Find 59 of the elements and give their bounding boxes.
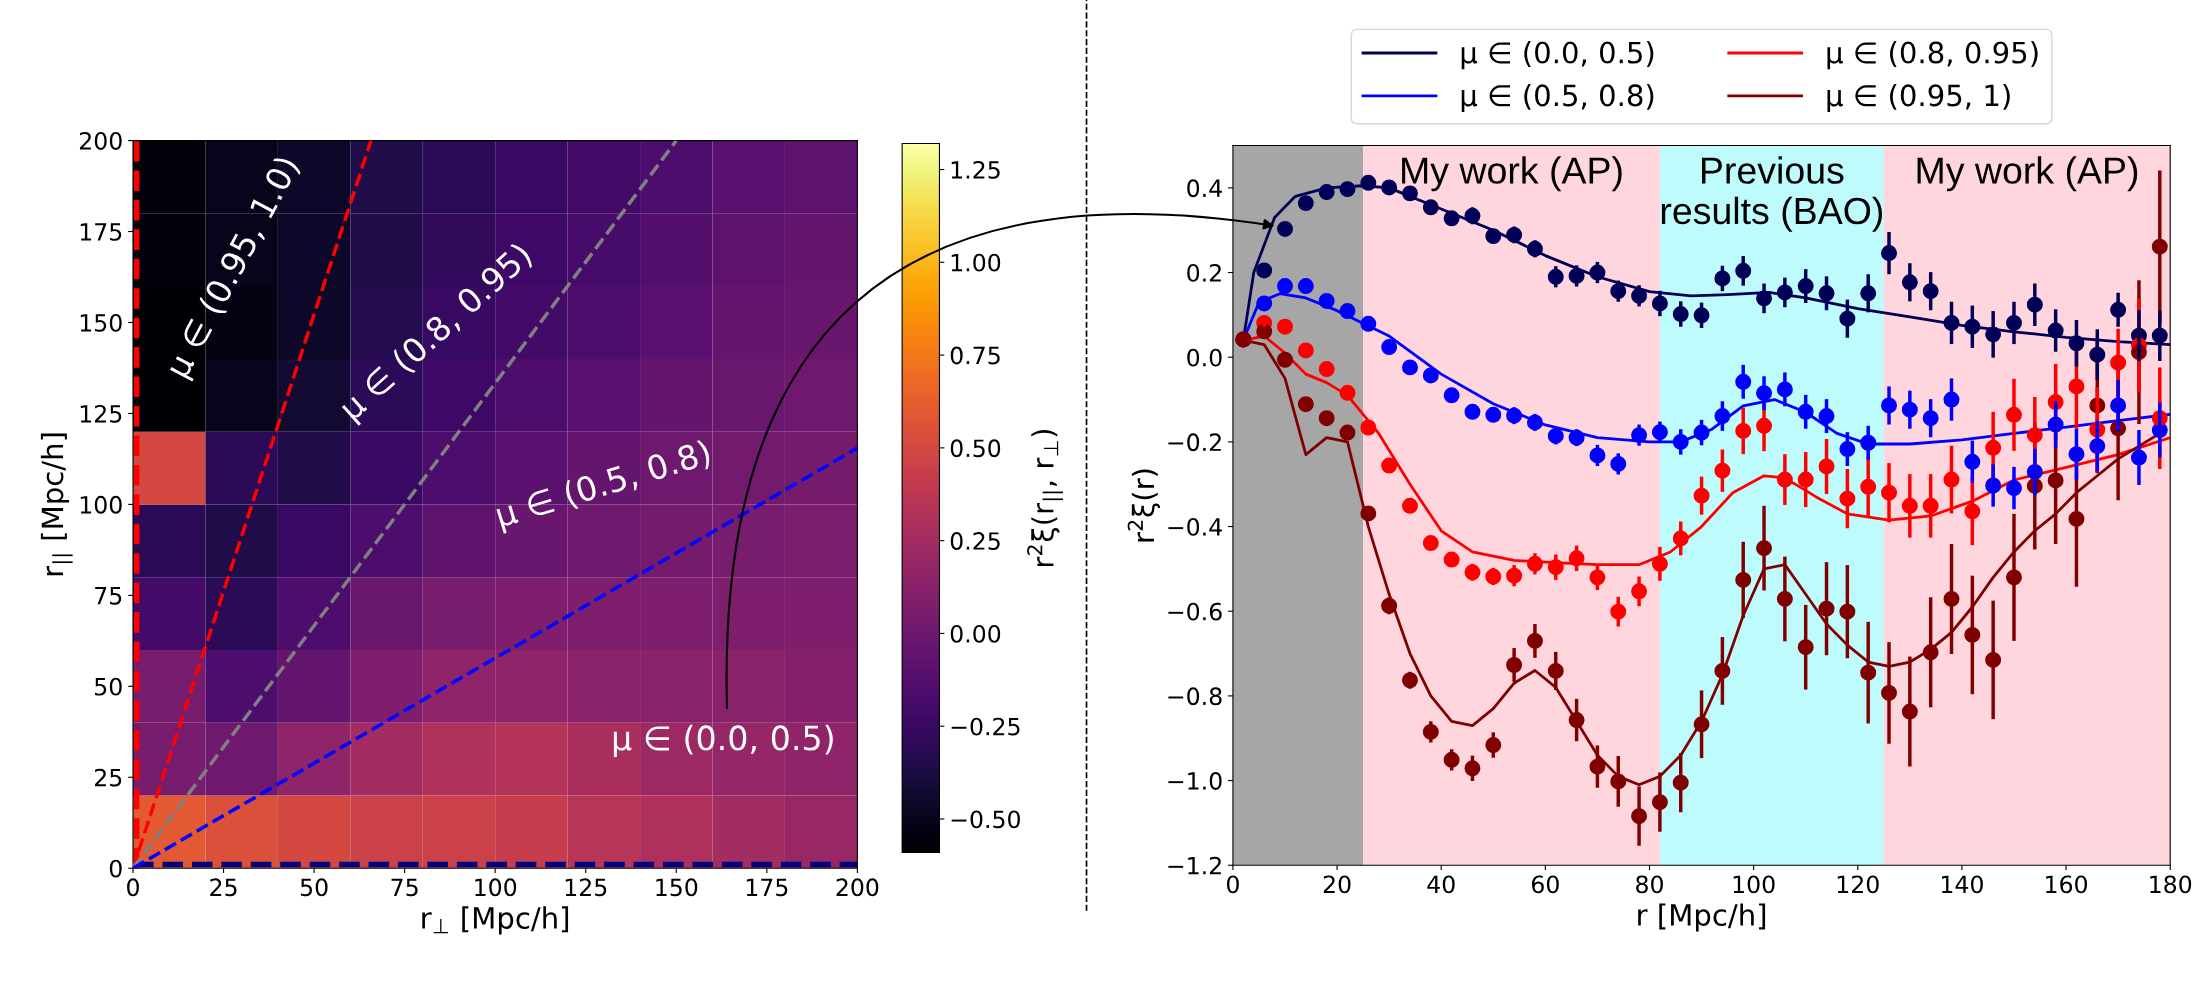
color-bar-label: −0.50 [951, 810, 1020, 829]
x-tick-label: 25 [210, 878, 237, 897]
x-tick-label: 175 [746, 878, 788, 897]
x-tick-label: 40 [1427, 875, 1455, 894]
y-tick-label: 0 [109, 859, 122, 878]
y-tick-label: 200 [79, 132, 122, 150]
x-axis-title: r [Mpc/h] [1638, 903, 1766, 932]
x-tick-label: 100 [1733, 875, 1775, 894]
y-tick-label: −1.2 [1168, 856, 1221, 875]
color-bar-label: 1.00 [951, 253, 1001, 272]
x-tick-label: 0 [1226, 875, 1239, 894]
y-tick-label: −0.4 [1168, 518, 1222, 536]
annotation: μ ∈ (0.0, 0.5) [613, 724, 833, 758]
y-tick-label: 150 [80, 313, 122, 332]
x-tick-label: 120 [1837, 875, 1879, 894]
color-bar-label: 0.75 [950, 346, 1000, 365]
annotation: μ ∈ (0.5, 0.8) [494, 438, 714, 534]
x-tick-label: 200 [836, 878, 879, 897]
x-tick-label: 60 [1531, 875, 1559, 894]
band-label: Previous results (BAO) [1661, 156, 1883, 232]
x-tick-label: 140 [1941, 875, 1983, 894]
color-bar-label: 0.50 [950, 439, 1001, 458]
y-tick-label: 50 [95, 677, 122, 696]
color-bar-label: 0.00 [950, 624, 1001, 643]
y-tick-label: 0.0 [1187, 348, 1222, 367]
x-tick-label: 150 [656, 878, 698, 897]
y-tick-label: 0.4 [1187, 179, 1222, 198]
y-axis-title: r$^{2}$ξ(r) [1127, 469, 1161, 542]
y-tick-label: 0.2 [1187, 263, 1221, 282]
x-tick-label: 50 [300, 878, 328, 897]
band-label: My work (AP) [1402, 156, 1622, 192]
y-tick-label: 100 [80, 495, 122, 514]
y-tick-label: −0.6 [1168, 602, 1222, 621]
x-tick-label: 100 [475, 878, 517, 897]
band-label: My work (AP) [1917, 156, 2138, 192]
legend-label: μ ∈ (0.5, 0.8) [1461, 83, 1654, 113]
x-tick-label: 80 [1636, 875, 1663, 894]
y-tick-label: 125 [80, 404, 122, 423]
x-tick-label: 75 [391, 878, 418, 897]
color-bar-label: 1.25 [951, 160, 1000, 179]
y-axis-title: r$_{||}$ [Mpc/h] [40, 433, 73, 576]
y-tick-label: 75 [95, 587, 122, 605]
legend-label: μ ∈ (0.0, 0.5) [1461, 41, 1654, 70]
x-tick-label: 160 [2046, 875, 2088, 894]
x-tick-label: 125 [565, 878, 607, 897]
x-tick-label: 0 [127, 878, 139, 897]
y-tick-label: −1.0 [1168, 772, 1222, 790]
color-bar-title: r$^{2}$ξ(r$_{||}$, r$_{⊥}$) [1027, 429, 1064, 567]
color-bar-label: 0.25 [950, 532, 1000, 550]
x-tick-label: 20 [1323, 875, 1351, 894]
y-tick-label: −0.2 [1168, 433, 1221, 452]
legend-label: μ ∈ (0.95, 1) [1827, 83, 2010, 113]
y-tick-label: −0.8 [1168, 687, 1222, 706]
y-tick-label: 25 [94, 768, 122, 787]
y-tick-label: 175 [80, 223, 122, 241]
color-bar-label: −0.25 [951, 717, 1020, 736]
legend-label: μ ∈ (0.8, 0.95) [1827, 41, 2038, 70]
x-tick-label: 180 [2150, 875, 2192, 894]
x-axis-title: r$_{⊥}$ [Mpc/h] [422, 906, 569, 935]
